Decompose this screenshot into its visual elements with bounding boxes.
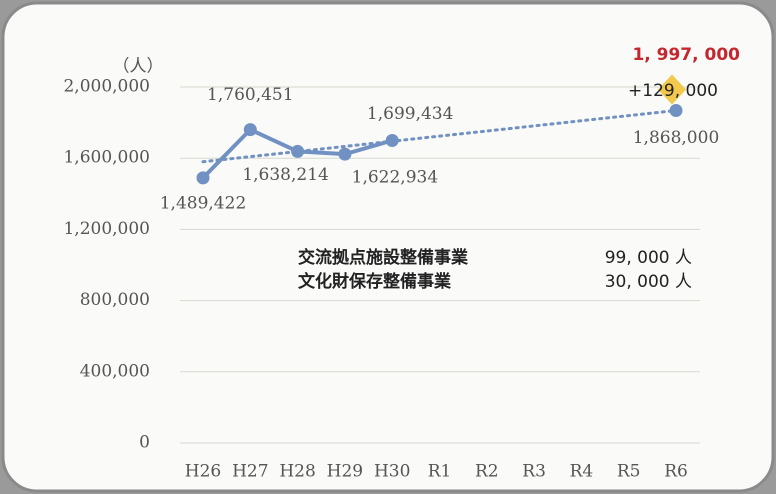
- data-label: 1,638,214: [242, 165, 329, 185]
- data-label: 1,489,422: [160, 193, 247, 213]
- y-axis-label: （人）: [113, 57, 164, 77]
- data-point: [196, 171, 210, 185]
- annotation-value: 30, 000 人: [605, 272, 692, 292]
- y-tick-label: 0: [139, 433, 150, 453]
- x-tick-label: H27: [232, 462, 268, 482]
- x-tick-label: R3: [522, 462, 546, 482]
- x-tick-label: R1: [428, 462, 452, 482]
- x-tick-label: R5: [617, 462, 641, 482]
- x-tick-label: R2: [475, 462, 499, 482]
- annotation-value: 99, 000 人: [605, 248, 692, 268]
- data-point: [243, 123, 257, 137]
- x-tick-label: H29: [327, 462, 363, 482]
- data-label: 1,760,451: [207, 85, 294, 105]
- y-tick-label: 1,200,000: [63, 219, 150, 239]
- target-label: 1, 997, 000: [632, 45, 740, 65]
- y-tick-label: 800,000: [80, 290, 150, 310]
- data-point: [338, 147, 352, 161]
- y-tick-label: 2,000,000: [63, 77, 150, 97]
- data-label: 1,622,934: [352, 168, 439, 188]
- increase-label: +129, 000: [628, 81, 718, 101]
- x-tick-label: H28: [279, 462, 315, 482]
- y-tick-label: 400,000: [80, 361, 150, 381]
- x-tick-label: R4: [570, 462, 594, 482]
- annotation-label: 文化財保存整備事業: [298, 271, 451, 292]
- data-label: 1,699,434: [367, 104, 454, 124]
- data-point: [291, 144, 305, 158]
- data-point: [385, 134, 399, 148]
- y-tick-label: 1,600,000: [63, 148, 150, 168]
- trend-line: [201, 108, 678, 164]
- target-marker: [658, 74, 686, 105]
- data-point: [669, 103, 683, 117]
- x-tick-label: H26: [185, 462, 221, 482]
- data-label: 1,868,000: [633, 128, 720, 148]
- x-tick-label: H30: [374, 462, 410, 482]
- annotation-label: 交流拠点施設整備事業: [298, 247, 468, 268]
- x-tick-label: R6: [664, 462, 688, 482]
